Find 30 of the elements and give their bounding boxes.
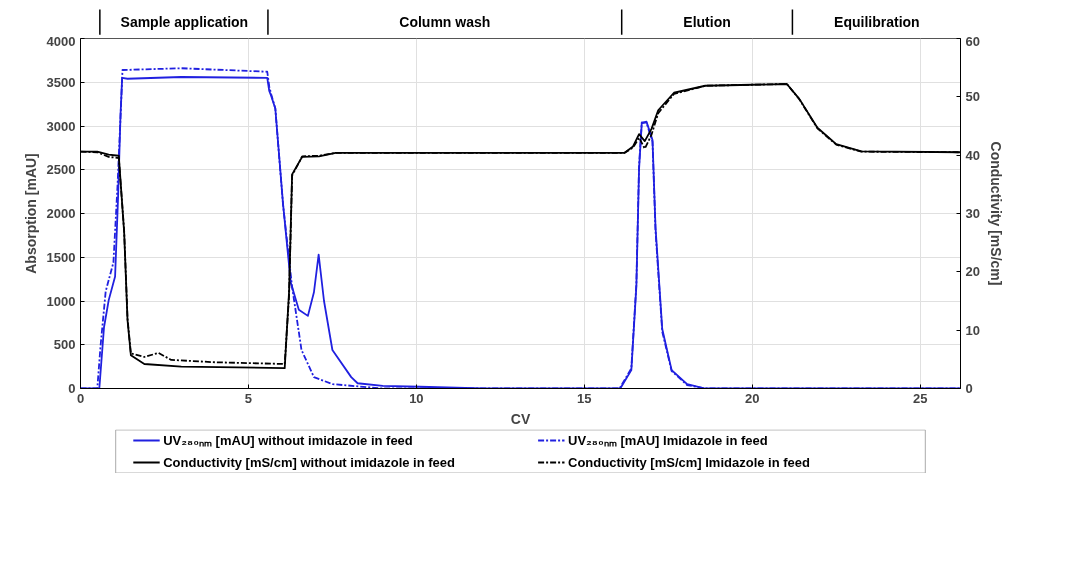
x-tick-label: 25 [912, 390, 928, 406]
x-tick-label: 10 [409, 390, 424, 406]
y-tick-label: 4000 [46, 33, 76, 49]
x-tick-label: 15 [577, 390, 592, 406]
legend-label: UV₂₈₀ₙₘ [mAU] Imidazole in feed [568, 433, 768, 448]
y2-tick-label: 30 [965, 206, 980, 221]
x-axis-title: CV [510, 410, 531, 427]
text: Column wash [399, 14, 491, 31]
text: Sample application [120, 14, 249, 31]
legend-label: UV₂₈₀ₙₘ [mAU] without imidazole in feed [163, 433, 413, 448]
y-tick-label: 3000 [46, 118, 76, 134]
y-tick-label: 1000 [46, 293, 76, 309]
x-tick-label: 5 [244, 390, 253, 406]
y-tick-label: 3500 [46, 74, 76, 90]
x-tick-label: 20 [745, 390, 760, 406]
text: Elution [683, 14, 731, 31]
y-tick-label: 2500 [46, 162, 76, 178]
text: Equilibration [834, 14, 920, 31]
y-tick-label: 2000 [46, 206, 76, 221]
y2-tick-label: 20 [965, 264, 980, 280]
legend-label: Conductivity [mS/cm] Imidazole in feed [568, 455, 811, 470]
y2-tick-label: 50 [965, 89, 980, 105]
y-tick-label: 1500 [46, 249, 76, 265]
y2-tick-label: 60 [965, 33, 980, 49]
y2-axis-title: Conductivity [mS/cm] [987, 141, 1004, 286]
y-tick-label: 500 [53, 337, 76, 353]
y2-tick-label: 40 [965, 147, 980, 163]
legend-label: Conductivity [mS/cm] without imidazole in feed [163, 455, 456, 470]
y-axis-title: Absorption [mAU] [22, 153, 39, 274]
y2-tick-label: 10 [965, 322, 980, 338]
